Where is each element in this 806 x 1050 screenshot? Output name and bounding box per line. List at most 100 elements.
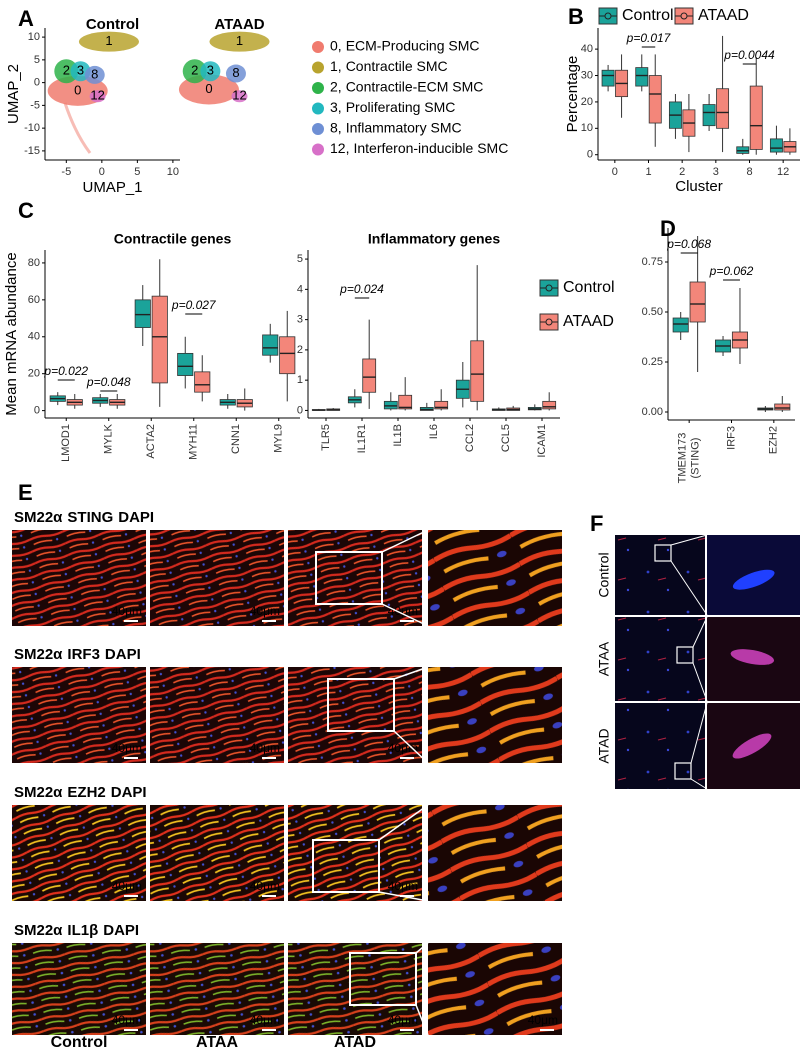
- y-axis-title: Mean mRNA abundance: [3, 252, 20, 415]
- y-tick-label: 5: [34, 54, 40, 66]
- micrograph: [150, 805, 284, 901]
- row-label: Control: [596, 552, 612, 597]
- legend-key-dot: [680, 12, 688, 20]
- cell-tail: [63, 102, 92, 154]
- row-label: ATAA: [596, 641, 612, 676]
- x-tick-label: CNN1: [230, 424, 242, 454]
- box: [134, 299, 151, 328]
- y-tick-label: 10: [581, 122, 593, 134]
- x-axis-title: Cluster: [675, 178, 723, 195]
- y-tick-label: 4: [297, 283, 303, 295]
- y-axis-title: Percentage: [564, 56, 581, 133]
- x-tick-label: MYLK: [103, 423, 115, 454]
- x-tick-label: IL1B: [392, 424, 404, 447]
- micrograph: [288, 530, 422, 626]
- legend-label: ATAAD: [698, 7, 749, 24]
- cell: [732, 569, 775, 590]
- box: [362, 358, 377, 393]
- stain-label: SM22α: [14, 646, 63, 663]
- stain-label: DAPI: [103, 922, 139, 939]
- zoom-line: [393, 730, 429, 764]
- y-tick-label: 0: [587, 149, 593, 161]
- micrograph: [288, 667, 422, 763]
- legend-key-dot: [545, 284, 553, 292]
- micrograph: [615, 703, 705, 789]
- x-tick-label: (STING): [690, 438, 702, 479]
- cluster-label: 1: [105, 33, 112, 48]
- cell: [732, 733, 772, 759]
- y-tick-label: 1: [297, 374, 303, 386]
- cluster-label: 12: [232, 88, 246, 103]
- row-label: ATAD: [596, 728, 612, 763]
- scale-label: 40μm: [388, 741, 418, 755]
- x-tick-label: CCL5: [500, 424, 512, 452]
- legend-id: 12,: [330, 140, 349, 156]
- box: [398, 394, 413, 410]
- x-tick-label: 10: [167, 166, 179, 178]
- box: [383, 400, 398, 410]
- scale-label: 40μm: [250, 1013, 280, 1027]
- y-tick-label: 60: [28, 294, 40, 306]
- micrograph: [12, 530, 146, 626]
- legend-key: [312, 41, 324, 53]
- zoom-box: [674, 762, 692, 780]
- box: [769, 138, 783, 153]
- y-tick-label: 40: [28, 331, 40, 343]
- box: [542, 400, 557, 410]
- zoom-line: [690, 778, 708, 790]
- x-tick-label: IL6: [428, 424, 440, 439]
- scale-label: 40μm: [112, 879, 142, 893]
- zoom-line: [692, 616, 708, 648]
- column-label: ATAA: [196, 1034, 239, 1050]
- x-tick-label: CCL2: [464, 424, 476, 452]
- column-label: Control: [51, 1034, 108, 1050]
- y-tick-label: -5: [30, 99, 40, 111]
- zoom-box: [654, 544, 672, 562]
- x-tick-label: TMEM173: [677, 433, 689, 484]
- box: [151, 295, 168, 384]
- zoom-line: [692, 662, 708, 702]
- panel-letter: E: [18, 480, 33, 505]
- scale-label: 40μm: [112, 1013, 142, 1027]
- legend-label: Control: [622, 7, 674, 24]
- y-tick-label: 3: [297, 314, 303, 326]
- scale-label: 40μm: [388, 1013, 418, 1027]
- stain-label: SM22α: [14, 922, 63, 939]
- p-value: p=0.048: [86, 375, 131, 389]
- micrograph: [150, 530, 284, 626]
- x-tick-label: 0: [612, 166, 618, 178]
- cluster-label: 0: [74, 82, 81, 97]
- micrograph: [428, 530, 562, 626]
- micrograph: [150, 943, 284, 1035]
- cluster-label: 1: [236, 33, 243, 48]
- cluster-label: 3: [77, 63, 84, 78]
- y-axis-title: UMAP_2: [5, 64, 22, 124]
- x-tick-label: IL1R1: [356, 424, 368, 453]
- cluster-label: 3: [207, 63, 214, 78]
- legend-label: Proliferating SMC: [346, 99, 456, 115]
- y-tick-label: 2: [297, 344, 303, 356]
- micrograph: [12, 943, 146, 1035]
- column-label: ATAD: [334, 1034, 376, 1050]
- panel-letter: A: [18, 6, 34, 31]
- x-tick-label: TLR5: [320, 424, 332, 451]
- y-tick-label: 0.75: [642, 256, 663, 268]
- x-tick-label: 2: [679, 166, 685, 178]
- y-tick-label: 20: [28, 368, 40, 380]
- box: [749, 85, 763, 150]
- chart-title: Inflammatory genes: [368, 231, 500, 247]
- x-tick-label: 3: [713, 166, 719, 178]
- x-tick-label: EZH2: [768, 426, 780, 454]
- cluster-cloud: [89, 90, 106, 103]
- micrograph: [288, 805, 422, 901]
- y-tick-label: 0: [297, 404, 303, 416]
- scale-label: 40μm: [112, 741, 142, 755]
- panel-letter: F: [590, 511, 603, 536]
- legend-label: Interferon-inducible SMC: [353, 140, 508, 156]
- chart-title: Contractile genes: [114, 231, 232, 247]
- legend-id: 8,: [330, 120, 342, 136]
- zoom-line: [670, 534, 708, 546]
- x-tick-label: -5: [61, 166, 71, 178]
- scale-label: 40μm: [250, 604, 280, 618]
